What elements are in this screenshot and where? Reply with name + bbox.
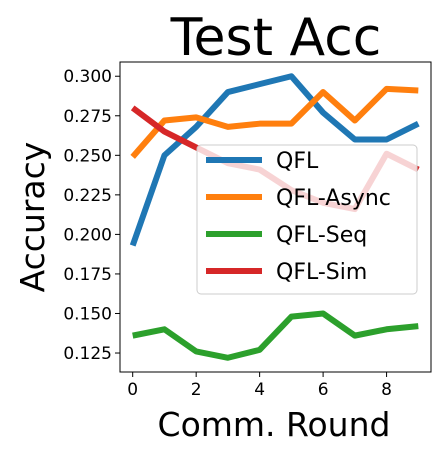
- legend-label-1: QFL-Async: [276, 186, 391, 211]
- y-tick-label-4: 0.225: [63, 186, 112, 206]
- series-line-1: [130, 85, 419, 159]
- y-axis: 0.125 0.150 0.175 0.200 0.225 0.250 0.275 0.300: [63, 67, 120, 364]
- x-tick-label-0: 0: [127, 380, 138, 400]
- y-tick-label-2: 0.175: [63, 265, 112, 285]
- y-tick-label-6: 0.275: [63, 107, 112, 127]
- y-tick-label-3: 0.200: [63, 225, 112, 245]
- plot-frame: [119, 61, 432, 373]
- chart-title: Test Acc: [170, 8, 382, 68]
- series-line-2: [132, 310, 419, 361]
- legend-label-2: QFL-Seq: [276, 223, 367, 248]
- y-tick-label-0: 0.125: [63, 344, 112, 364]
- x-axis: 0 2 4 6 8: [127, 372, 392, 400]
- y-tick-label-5: 0.250: [63, 146, 112, 166]
- x-tick-label-1: 2: [191, 380, 202, 400]
- x-tick-label-2: 4: [254, 380, 265, 400]
- y-tick-label-1: 0.150: [63, 304, 112, 324]
- x-tick-label-4: 8: [381, 380, 392, 400]
- y-axis-label: Accuracy: [13, 142, 52, 293]
- y-tick-label-7: 0.300: [63, 67, 112, 87]
- legend-label-0: QFL: [276, 149, 319, 174]
- legend: QFL QFL-Async QFL-Seq QFL-Sim: [196, 144, 418, 295]
- x-axis-label: Comm. Round: [158, 405, 391, 444]
- legend-label-3: QFL-Sim: [276, 260, 367, 285]
- x-tick-label-3: 6: [318, 380, 329, 400]
